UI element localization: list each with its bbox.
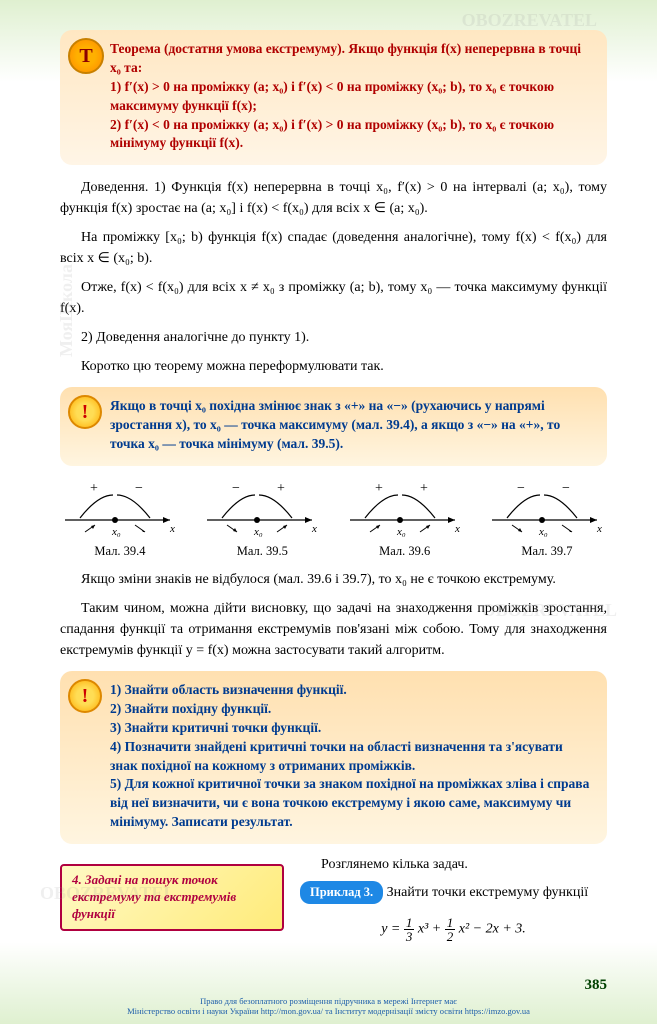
svg-text:x₀: x₀ xyxy=(538,526,548,538)
svg-text:+: + xyxy=(90,481,98,496)
diagram-39-4: x₀ x + − xyxy=(60,480,180,540)
example-content: Розглянемо кілька задач. Приклад 3. Знай… xyxy=(284,854,607,943)
theorem-item-1: 1) f′(x) > 0 на проміжку (a; x₀) і f′(x)… xyxy=(110,79,554,113)
page-number: 385 xyxy=(585,977,608,994)
svg-text:x: x xyxy=(169,523,175,535)
caption-39-5: Мал. 39.5 xyxy=(202,544,322,559)
example-task: Знайти точки екстремуму функції xyxy=(387,885,588,900)
proof-p5: Коротко цю теорему можна переформулювати… xyxy=(60,356,607,377)
diagram-39-5: x₀ x − + xyxy=(202,480,322,540)
svg-text:x: x xyxy=(596,523,602,535)
svg-text:x₀: x₀ xyxy=(396,526,406,538)
theorem-icon: Т xyxy=(68,38,104,74)
algorithm-item-1: 1) Знайти область визначення функції. xyxy=(110,681,593,700)
proof-p2: На проміжку [x₀; b) функція f(x) спадає … xyxy=(60,227,607,269)
proof-p4: 2) Доведення аналогічне до пункту 1). xyxy=(60,327,607,348)
proof-p1: Доведення. 1) Функція f(x) неперервна в … xyxy=(60,177,607,219)
svg-text:x: x xyxy=(454,523,460,535)
exclamation-icon: ! xyxy=(68,679,102,713)
example-row: 4. Задачі на пошук точок екстремуму та е… xyxy=(60,854,607,943)
svg-text:+: + xyxy=(375,481,383,496)
after-diagrams-text: Якщо зміни знаків не відбулося (мал. 39.… xyxy=(60,569,607,590)
exclamation-icon: ! xyxy=(68,395,102,429)
caption-39-4: Мал. 39.4 xyxy=(60,544,180,559)
diagram-39-6: x₀ x + + xyxy=(345,480,465,540)
conclusion-text: Таким чином, можна дійти висновку, що за… xyxy=(60,598,607,661)
textbook-page: OBOZREVATEL МояШкола OBOZREVATEL OBOZREV… xyxy=(0,0,657,1024)
footer-text: Право для безоплатного розміщення підруч… xyxy=(0,996,657,1016)
note-box-sign-change: ! Якщо в точці x₀ похідна змінює знак з … xyxy=(60,387,607,466)
svg-text:−: − xyxy=(562,481,570,496)
note-text: Якщо в точці x₀ похідна змінює знак з «+… xyxy=(110,398,560,451)
algorithm-box: ! 1) Знайти область визначення функції. … xyxy=(60,671,607,844)
svg-text:−: − xyxy=(232,481,240,496)
algorithm-item-4: 4) Позначити знайдені критичні точки на … xyxy=(110,738,593,776)
example-intro: Розглянемо кілька задач. xyxy=(300,854,607,875)
example-label: Приклад 3. xyxy=(300,881,383,904)
svg-text:x₀: x₀ xyxy=(253,526,263,538)
watermark: OBOZREVATEL xyxy=(462,10,597,31)
theorem-box: Т Теорема (достатня умова екстремуму). Я… xyxy=(60,30,607,165)
algorithm-item-5: 5) Для кожної критичної точки за знаком … xyxy=(110,775,593,832)
svg-text:x: x xyxy=(311,523,317,535)
proof-p3: Отже, f(x) < f(x₀) для всіх x ≠ x₀ з про… xyxy=(60,277,607,319)
caption-39-6: Мал. 39.6 xyxy=(345,544,465,559)
theorem-item-2: 2) f′(x) < 0 на проміжку (a; x₀) і f′(x)… xyxy=(110,117,554,151)
svg-text:+: + xyxy=(277,481,285,496)
section-heading-box: 4. Задачі на пошук точок екстремуму та е… xyxy=(60,864,284,931)
svg-text:+: + xyxy=(420,481,428,496)
svg-text:x₀: x₀ xyxy=(111,526,121,538)
example-formula: y = 13 x³ + 12 x² − 2x + 3. xyxy=(300,916,607,943)
algorithm-item-3: 3) Знайти критичні точки функції. xyxy=(110,719,593,738)
diagrams-row: x₀ x + − x₀ x − + xyxy=(60,480,607,540)
caption-39-7: Мал. 39.7 xyxy=(487,544,607,559)
algorithm-item-2: 2) Знайти похідну функції. xyxy=(110,700,593,719)
svg-text:−: − xyxy=(517,481,525,496)
diagram-39-7: x₀ x − − xyxy=(487,480,607,540)
theorem-title: Теорема (достатня умова екстремуму). xyxy=(110,41,345,56)
svg-text:−: − xyxy=(135,481,143,496)
captions-row: Мал. 39.4 Мал. 39.5 Мал. 39.6 Мал. 39.7 xyxy=(60,544,607,559)
